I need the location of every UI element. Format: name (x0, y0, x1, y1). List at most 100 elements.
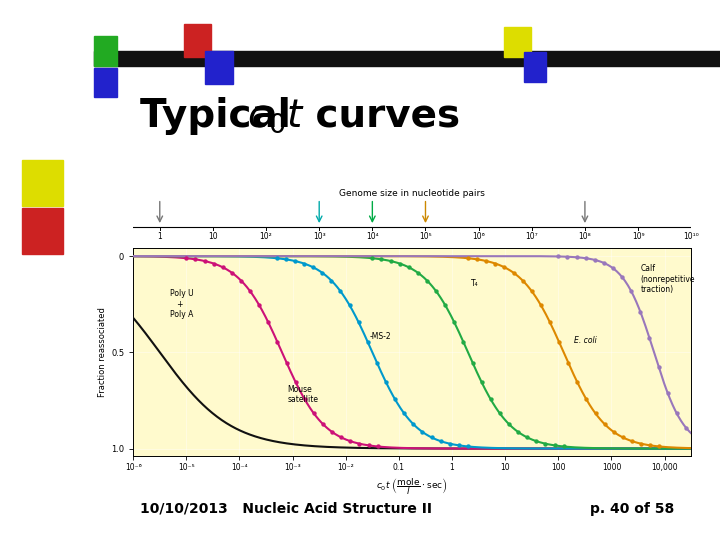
Point (271, 338, 283, 346)
Point (353, 318, 364, 327)
Point (644, 441, 656, 450)
Point (394, 259, 405, 268)
Bar (22, 208, 63, 254)
Point (513, 428, 524, 436)
Point (480, 256, 492, 265)
Point (280, 255, 292, 264)
Point (503, 420, 515, 429)
Point (449, 318, 460, 327)
Point (662, 389, 673, 397)
Text: Poly U
   +
Poly A: Poly U + Poly A (171, 289, 194, 319)
Point (626, 437, 638, 445)
Point (421, 276, 433, 285)
Point (325, 276, 337, 285)
Point (616, 273, 628, 281)
Point (508, 268, 519, 277)
Text: 1: 1 (158, 232, 162, 241)
Point (635, 440, 647, 448)
Point (654, 442, 665, 451)
Point (363, 441, 374, 450)
Point (344, 301, 356, 309)
Point (435, 437, 446, 445)
Point (336, 433, 347, 442)
Point (253, 301, 265, 309)
Bar (22, 160, 63, 206)
Point (235, 276, 247, 285)
Point (217, 263, 228, 272)
Point (354, 440, 365, 448)
Point (403, 263, 415, 272)
Point (607, 264, 618, 273)
Point (376, 255, 387, 264)
Point (462, 254, 474, 262)
Point (562, 359, 574, 367)
Point (608, 428, 619, 436)
Point (653, 362, 665, 371)
Text: p. 40 of 58: p. 40 of 58 (590, 502, 675, 516)
Point (317, 268, 328, 277)
Bar (504, 27, 531, 57)
Point (345, 437, 356, 445)
Point (307, 263, 319, 272)
Point (298, 259, 310, 268)
Point (531, 437, 542, 445)
Point (544, 318, 556, 327)
Point (626, 287, 637, 295)
Point (462, 442, 474, 451)
Bar (524, 52, 546, 82)
Point (589, 255, 600, 264)
Point (472, 255, 483, 264)
Text: 10/10/2013   Nucleic Acid Structure II: 10/10/2013 Nucleic Acid Structure II (140, 502, 433, 516)
Point (521, 433, 533, 442)
Point (226, 268, 238, 277)
Point (476, 378, 487, 387)
Point (598, 259, 610, 267)
Point (671, 409, 683, 418)
Point (271, 254, 282, 262)
Point (208, 259, 220, 268)
Text: 10⁹: 10⁹ (631, 232, 644, 241)
Point (494, 409, 505, 418)
Point (263, 318, 274, 327)
Text: 10¹⁰: 10¹⁰ (683, 232, 699, 241)
Point (426, 433, 437, 442)
Text: 10⁶: 10⁶ (472, 232, 485, 241)
Text: Calf
(nonrepetitive
traction): Calf (nonrepetitive traction) (641, 264, 696, 294)
Point (199, 256, 210, 265)
Point (554, 338, 565, 346)
Point (408, 420, 419, 429)
Point (572, 378, 583, 387)
Point (617, 433, 629, 442)
Point (540, 440, 552, 448)
Text: 10³: 10³ (312, 232, 325, 241)
Point (458, 338, 469, 346)
Point (634, 307, 646, 316)
Point (680, 423, 692, 432)
Point (467, 359, 478, 367)
Text: E. coli: E. coli (575, 336, 597, 345)
Point (335, 287, 346, 295)
Point (371, 359, 382, 367)
Point (580, 395, 592, 404)
Point (412, 268, 423, 277)
Text: T₄: T₄ (471, 279, 478, 287)
Point (562, 252, 573, 261)
Text: Genome size in nucleotide pairs: Genome size in nucleotide pairs (339, 189, 485, 198)
Text: $c_0t$: $c_0t$ (247, 97, 305, 135)
Point (599, 420, 611, 429)
X-axis label: $c_0t$ $\left(\dfrac{\mathrm{mole}}{l} \cdot \mathrm{sec}\right)$: $c_0t$ $\left(\dfrac{\mathrm{mole}}{l} \… (377, 476, 448, 497)
Text: 10⁸: 10⁸ (579, 232, 591, 241)
Point (289, 256, 301, 265)
Text: 10: 10 (208, 232, 217, 241)
Point (299, 395, 310, 404)
Point (362, 338, 374, 346)
Point (308, 409, 320, 418)
Text: 10²: 10² (260, 232, 272, 241)
Text: 10⁴: 10⁴ (366, 232, 379, 241)
Point (398, 409, 410, 418)
Point (290, 378, 302, 387)
Bar (205, 51, 233, 84)
Point (326, 428, 338, 436)
Point (558, 442, 570, 451)
Point (244, 287, 256, 295)
